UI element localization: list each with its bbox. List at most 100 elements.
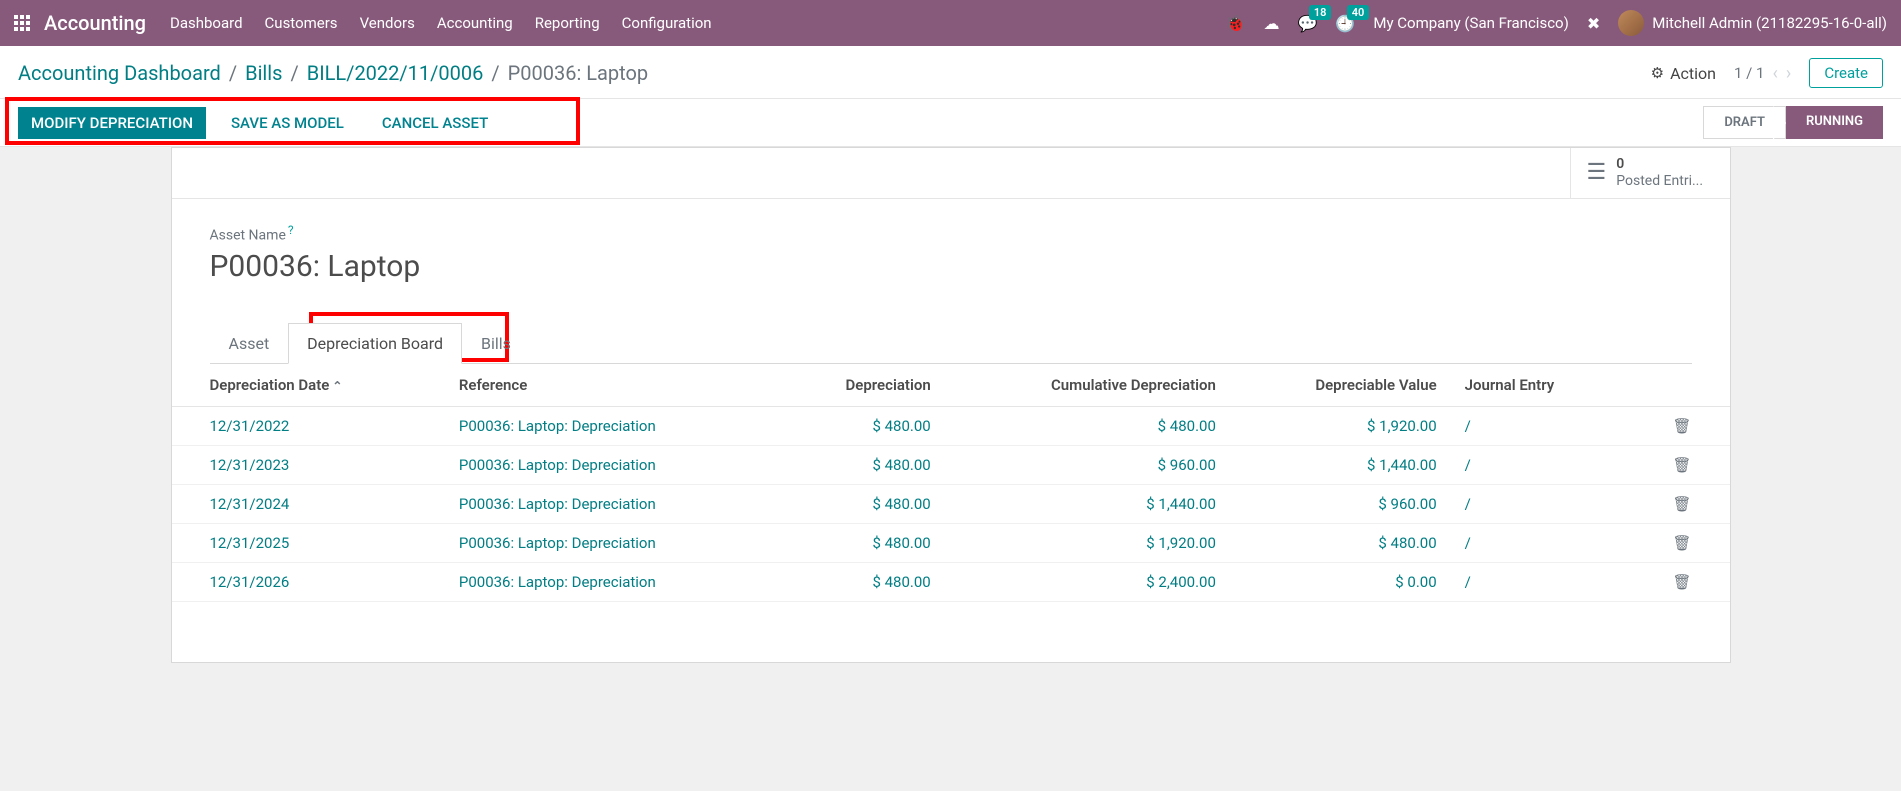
- cell-depreciation: $ 480.00: [777, 485, 944, 524]
- status-row: MODIFY DEPRECIATION SAVE AS MODEL CANCEL…: [0, 99, 1901, 147]
- help-icon[interactable]: ?: [288, 223, 294, 237]
- cell-cumulative: $ 2,400.00: [945, 563, 1230, 602]
- messaging-badge: 18: [1309, 5, 1332, 20]
- nav-dashboard[interactable]: Dashboard: [170, 14, 243, 32]
- apps-icon[interactable]: [14, 15, 30, 31]
- cell-reference[interactable]: P00036: Laptop: Depreciation: [445, 524, 777, 563]
- control-row-right: Action 1 / 1 ‹ › Create: [1651, 58, 1883, 88]
- debug-icon[interactable]: 🐞: [1226, 14, 1246, 33]
- table-row[interactable]: 12/31/2023P00036: Laptop: Depreciation$ …: [172, 446, 1730, 485]
- support-icon[interactable]: ☁: [1264, 14, 1280, 33]
- nav-vendors[interactable]: Vendors: [360, 14, 415, 32]
- breadcrumb-current: P00036: Laptop: [508, 61, 649, 85]
- messaging-icon[interactable]: 💬18: [1298, 14, 1318, 33]
- cell-cumulative: $ 1,920.00: [945, 524, 1230, 563]
- col-reference[interactable]: Reference: [445, 364, 777, 407]
- pager: 1 / 1 ‹ ›: [1734, 63, 1791, 84]
- status-running[interactable]: RUNNING: [1786, 106, 1883, 139]
- posted-entries-label: Posted Entri...: [1616, 173, 1703, 190]
- cell-depreciation: $ 480.00: [777, 563, 944, 602]
- avatar: [1618, 10, 1644, 36]
- tab-depreciation-board[interactable]: Depreciation Board: [288, 323, 462, 364]
- trash-icon[interactable]: 🗑: [1672, 573, 1691, 591]
- app-brand[interactable]: Accounting: [44, 11, 146, 35]
- cell-delete[interactable]: 🗑: [1624, 407, 1729, 446]
- cell-journal-entry[interactable]: /: [1451, 524, 1625, 563]
- create-button[interactable]: Create: [1809, 58, 1883, 88]
- activity-icon[interactable]: 🕘40: [1335, 14, 1355, 33]
- cell-journal-entry[interactable]: /: [1451, 563, 1625, 602]
- cell-date[interactable]: 12/31/2025: [172, 524, 445, 563]
- col-depreciation[interactable]: Depreciation: [777, 364, 944, 407]
- cell-delete[interactable]: 🗑: [1624, 485, 1729, 524]
- col-journal-entry[interactable]: Journal Entry: [1451, 364, 1625, 407]
- user-menu[interactable]: Mitchell Admin (21182295-16-0-all): [1618, 10, 1887, 36]
- cell-delete[interactable]: 🗑: [1624, 563, 1729, 602]
- asset-name-value: P00036: Laptop: [210, 249, 1692, 284]
- sheet-footer: [172, 602, 1730, 662]
- cell-delete[interactable]: 🗑: [1624, 524, 1729, 563]
- cell-journal-entry[interactable]: /: [1451, 485, 1625, 524]
- table-row[interactable]: 12/31/2024P00036: Laptop: Depreciation$ …: [172, 485, 1730, 524]
- tab-asset[interactable]: Asset: [210, 323, 289, 364]
- cell-date[interactable]: 12/31/2022: [172, 407, 445, 446]
- nav-accounting[interactable]: Accounting: [437, 14, 513, 32]
- breadcrumb: Accounting Dashboard / Bills / BILL/2022…: [18, 61, 648, 85]
- nav-customers[interactable]: Customers: [265, 14, 338, 32]
- table-row[interactable]: 12/31/2026P00036: Laptop: Depreciation$ …: [172, 563, 1730, 602]
- breadcrumb-item-0[interactable]: Accounting Dashboard: [18, 61, 221, 85]
- cell-reference[interactable]: P00036: Laptop: Depreciation: [445, 446, 777, 485]
- cell-depreciable-value: $ 1,920.00: [1230, 407, 1451, 446]
- modify-depreciation-button[interactable]: MODIFY DEPRECIATION: [18, 107, 206, 139]
- save-as-model-button[interactable]: SAVE AS MODEL: [218, 107, 357, 139]
- action-menu[interactable]: Action: [1651, 64, 1716, 83]
- depreciation-table: Depreciation Date Reference Depreciation…: [172, 364, 1730, 602]
- cell-date[interactable]: 12/31/2024: [172, 485, 445, 524]
- company-switcher[interactable]: My Company (San Francisco): [1373, 14, 1568, 32]
- cell-depreciable-value: $ 0.00: [1230, 563, 1451, 602]
- trash-icon[interactable]: 🗑: [1672, 417, 1691, 435]
- list-icon: ☰: [1587, 160, 1607, 185]
- posted-entries-button[interactable]: ☰ 0 Posted Entri...: [1570, 148, 1730, 198]
- asset-name-label: Asset Name?: [210, 223, 1692, 244]
- cell-date[interactable]: 12/31/2023: [172, 446, 445, 485]
- cell-depreciation: $ 480.00: [777, 524, 944, 563]
- tools-icon[interactable]: ✖: [1587, 14, 1600, 33]
- cell-cumulative: $ 480.00: [945, 407, 1230, 446]
- cell-depreciable-value: $ 1,440.00: [1230, 446, 1451, 485]
- breadcrumb-item-2[interactable]: BILL/2022/11/0006: [307, 61, 484, 85]
- cell-depreciable-value: $ 960.00: [1230, 485, 1451, 524]
- pager-value: 1 / 1: [1734, 64, 1765, 82]
- cancel-asset-button[interactable]: CANCEL ASSET: [369, 107, 501, 139]
- control-row: Accounting Dashboard / Bills / BILL/2022…: [0, 46, 1901, 99]
- table-header-row: Depreciation Date Reference Depreciation…: [172, 364, 1730, 407]
- cell-date[interactable]: 12/31/2026: [172, 563, 445, 602]
- trash-icon[interactable]: 🗑: [1672, 534, 1691, 552]
- trash-icon[interactable]: 🗑: [1672, 456, 1691, 474]
- tab-bills[interactable]: Bills: [462, 323, 530, 364]
- breadcrumb-item-1[interactable]: Bills: [245, 61, 282, 85]
- action-buttons: MODIFY DEPRECIATION SAVE AS MODEL CANCEL…: [18, 107, 501, 139]
- cell-reference[interactable]: P00036: Laptop: Depreciation: [445, 485, 777, 524]
- col-cumulative[interactable]: Cumulative Depreciation: [945, 364, 1230, 407]
- nav-configuration[interactable]: Configuration: [622, 14, 712, 32]
- user-name: Mitchell Admin (21182295-16-0-all): [1652, 14, 1887, 32]
- form-sheet: ☰ 0 Posted Entri... Asset Name? P00036: …: [171, 147, 1731, 663]
- cell-journal-entry[interactable]: /: [1451, 407, 1625, 446]
- cell-reference[interactable]: P00036: Laptop: Depreciation: [445, 407, 777, 446]
- trash-icon[interactable]: 🗑: [1672, 495, 1691, 513]
- cell-reference[interactable]: P00036: Laptop: Depreciation: [445, 563, 777, 602]
- cell-delete[interactable]: 🗑: [1624, 446, 1729, 485]
- table-row[interactable]: 12/31/2025P00036: Laptop: Depreciation$ …: [172, 524, 1730, 563]
- col-depreciation-date[interactable]: Depreciation Date: [172, 364, 445, 407]
- pager-next-icon[interactable]: ›: [1786, 63, 1791, 84]
- cell-depreciation: $ 480.00: [777, 446, 944, 485]
- nav-reporting[interactable]: Reporting: [535, 14, 600, 32]
- cell-journal-entry[interactable]: /: [1451, 446, 1625, 485]
- table-row[interactable]: 12/31/2022P00036: Laptop: Depreciation $ …: [172, 407, 1730, 446]
- col-depreciable-value[interactable]: Depreciable Value: [1230, 364, 1451, 407]
- activity-badge: 40: [1347, 5, 1370, 20]
- cell-cumulative: $ 960.00: [945, 446, 1230, 485]
- pager-prev-icon[interactable]: ‹: [1773, 63, 1778, 84]
- form-body: Asset Name? P00036: Laptop: [172, 199, 1730, 323]
